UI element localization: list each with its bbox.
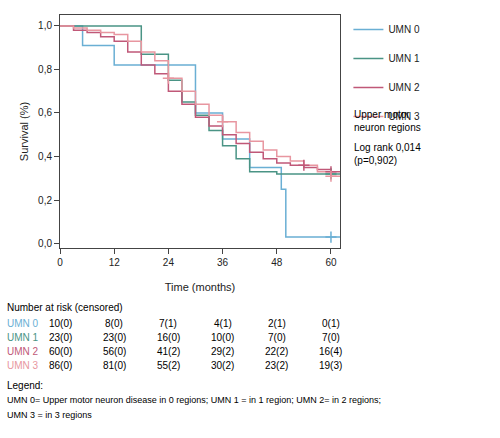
svg-text:Log rank 0,014(p=0,902): Log rank 0,014(p=0,902) xyxy=(354,142,421,166)
svg-text:UMN 3: UMN 3 xyxy=(388,111,420,122)
svg-text:7(0): 7(0) xyxy=(268,332,286,343)
svg-text:56(0): 56(0) xyxy=(103,346,126,357)
svg-text:UMN 1: UMN 1 xyxy=(388,53,420,64)
svg-text:0,0: 0,0 xyxy=(38,238,52,249)
svg-text:Survival (%): Survival (%) xyxy=(18,102,30,161)
svg-text:2(1): 2(1) xyxy=(268,318,286,329)
svg-text:UMN 3 = in 3 regions: UMN 3 = in 3 regions xyxy=(7,410,92,420)
svg-text:0,4: 0,4 xyxy=(38,151,52,162)
svg-text:81(0): 81(0) xyxy=(103,360,126,371)
svg-text:55(2): 55(2) xyxy=(157,360,180,371)
svg-text:0: 0 xyxy=(57,257,63,268)
svg-text:0,6: 0,6 xyxy=(38,107,52,118)
svg-text:30(2): 30(2) xyxy=(211,360,234,371)
svg-text:Number at risk (censored): Number at risk (censored) xyxy=(7,302,123,313)
svg-text:Upper motorneuron regions: Upper motorneuron regions xyxy=(354,109,421,133)
svg-text:16(4): 16(4) xyxy=(319,346,342,357)
svg-text:86(0): 86(0) xyxy=(49,360,72,371)
svg-text:UMN 3: UMN 3 xyxy=(7,360,39,371)
svg-text:0,8: 0,8 xyxy=(38,64,52,75)
svg-text:0,2: 0,2 xyxy=(38,195,52,206)
svg-text:23(0): 23(0) xyxy=(103,332,126,343)
svg-text:36: 36 xyxy=(217,257,229,268)
svg-text:19(3): 19(3) xyxy=(319,360,342,371)
svg-text:UMN 2: UMN 2 xyxy=(388,82,420,93)
svg-text:UMN 0: UMN 0 xyxy=(7,318,39,329)
svg-text:60: 60 xyxy=(325,257,337,268)
svg-text:Time (months): Time (months) xyxy=(165,281,236,293)
svg-text:UMN 0= Upper motor neuron dise: UMN 0= Upper motor neuron disease in 0 r… xyxy=(7,395,381,405)
svg-text:UMN 1: UMN 1 xyxy=(7,332,39,343)
svg-text:23(0): 23(0) xyxy=(49,332,72,343)
svg-text:12: 12 xyxy=(109,257,121,268)
svg-text:7(0): 7(0) xyxy=(322,332,340,343)
svg-text:10(0): 10(0) xyxy=(49,318,72,329)
svg-text:7(1): 7(1) xyxy=(159,318,177,329)
svg-text:8(0): 8(0) xyxy=(105,318,123,329)
svg-text:60(0): 60(0) xyxy=(49,346,72,357)
svg-text:UMN 2: UMN 2 xyxy=(7,346,39,357)
svg-text:1,0: 1,0 xyxy=(38,20,52,31)
svg-text:Legend:: Legend: xyxy=(7,380,43,391)
svg-text:22(2): 22(2) xyxy=(265,346,288,357)
svg-text:0(1): 0(1) xyxy=(322,318,340,329)
svg-text:29(2): 29(2) xyxy=(211,346,234,357)
svg-text:10(0): 10(0) xyxy=(211,332,234,343)
svg-text:48: 48 xyxy=(271,257,283,268)
svg-text:4(1): 4(1) xyxy=(214,318,232,329)
svg-text:16(0): 16(0) xyxy=(157,332,180,343)
svg-text:24: 24 xyxy=(163,257,175,268)
svg-text:23(2): 23(2) xyxy=(265,360,288,371)
svg-text:41(2): 41(2) xyxy=(157,346,180,357)
svg-text:UMN 0: UMN 0 xyxy=(388,24,420,35)
